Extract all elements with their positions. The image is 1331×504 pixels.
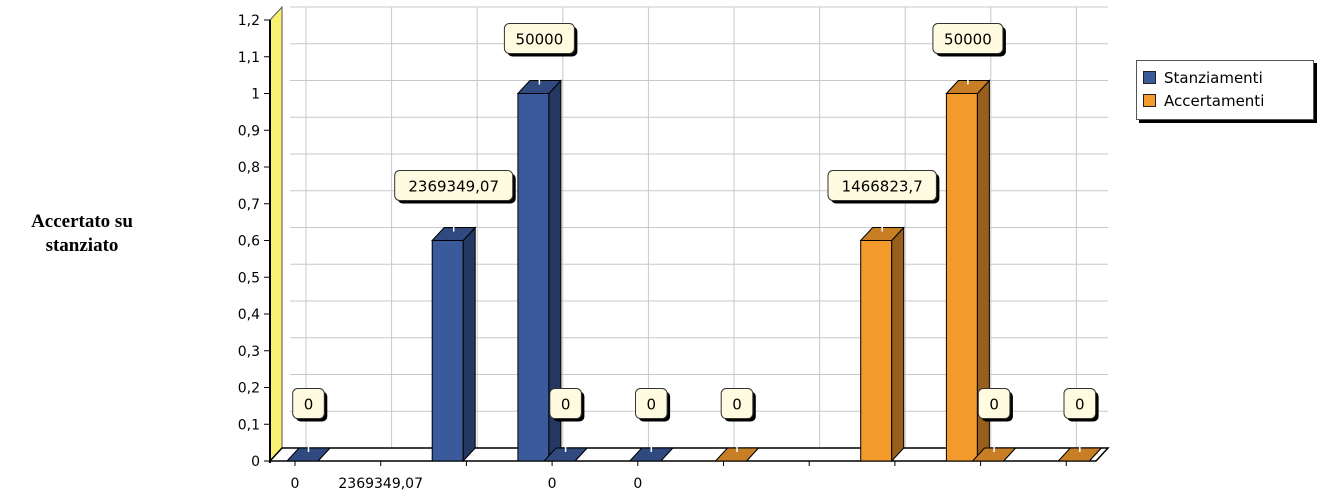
bar-accertamenti-front	[945, 93, 978, 462]
legend-item-stanziamenti: Stanziamenti	[1143, 66, 1307, 89]
y-tick-label: 0,3	[238, 344, 260, 360]
data-label: 1466823,7	[842, 178, 923, 196]
data-label-box	[292, 388, 325, 420]
data-label-box	[720, 388, 754, 420]
y-tick-label: 0,5	[238, 270, 260, 286]
legend-label-stanziamenti: Stanziamenti	[1164, 68, 1263, 87]
side-title-line-1: Accertato su	[31, 211, 133, 232]
bar-accertamenti-top	[971, 447, 1017, 462]
legend-swatch-stanziamenti	[1143, 71, 1156, 84]
data-label: 50000	[516, 31, 564, 49]
y-axis-wall	[269, 5, 283, 463]
data-label: 0	[561, 396, 571, 414]
data-label-box	[827, 170, 937, 201]
legend-label-accertamenti: Accertamenti	[1164, 91, 1265, 110]
x-tick-label: 2369349,07	[338, 476, 423, 492]
y-tick-label: 1,2	[238, 13, 260, 29]
x-tick-label: 0	[633, 476, 642, 492]
y-tick-label: 0,8	[238, 160, 260, 176]
bar-accertamenti-top	[945, 80, 991, 94]
data-label-box	[503, 23, 575, 54]
x-tick-label: 0	[548, 476, 557, 492]
bar-accertamenti-top	[1057, 447, 1103, 462]
y-tick-label: 1,1	[238, 50, 260, 66]
data-label-box	[1063, 388, 1097, 420]
data-label: 0	[989, 396, 999, 414]
y-tick-label: 0,6	[238, 234, 260, 250]
legend-item-accertamenti: Accertamenti	[1143, 89, 1307, 112]
data-label: 0	[304, 396, 314, 414]
data-label-box	[932, 23, 1004, 54]
data-label: 0	[647, 396, 657, 414]
bar-stanziamenti-top	[516, 80, 563, 94]
data-label-box	[394, 170, 514, 201]
y-tick-label: 0	[251, 454, 260, 470]
legend-swatch-accertamenti	[1143, 94, 1156, 107]
bar-stanziamenti-top	[542, 447, 589, 462]
y-tick-label: 0,9	[238, 123, 260, 139]
bar-stanziamenti-front	[517, 93, 550, 462]
y-tick-label: 0,7	[238, 197, 260, 213]
bar-stanziamenti-top	[431, 227, 477, 241]
y-tick-label: 0,4	[238, 307, 260, 323]
data-label-box	[977, 388, 1011, 420]
side-title-line-2: stanziato	[45, 235, 119, 256]
data-label: 0	[732, 396, 742, 414]
data-label: 0	[1075, 396, 1085, 414]
bar-stanziamenti-top	[285, 447, 332, 462]
y-tick-label: 0,2	[238, 381, 260, 397]
bar-stanziamenti-top	[628, 447, 674, 462]
data-label-box	[549, 388, 582, 420]
bar-stanziamenti-side	[462, 226, 476, 463]
bar-accertamenti-side	[891, 226, 905, 463]
data-label-box	[635, 388, 668, 420]
chart-side-title: Accertato su stanziato	[0, 210, 164, 258]
bar-stanziamenti-front	[431, 240, 464, 462]
y-tick-label: 0,1	[238, 417, 260, 433]
x-tick-label: 0	[291, 476, 300, 492]
data-label: 2369349,07	[408, 178, 499, 196]
bar-accertamenti-top	[859, 227, 905, 241]
bar-accertamenti-front	[860, 240, 893, 462]
bar-accertamenti-top	[714, 447, 760, 462]
data-label: 50000	[944, 31, 992, 49]
y-tick-label: 1	[251, 87, 260, 103]
chart-legend: Stanziamenti Accertamenti	[1136, 60, 1314, 120]
